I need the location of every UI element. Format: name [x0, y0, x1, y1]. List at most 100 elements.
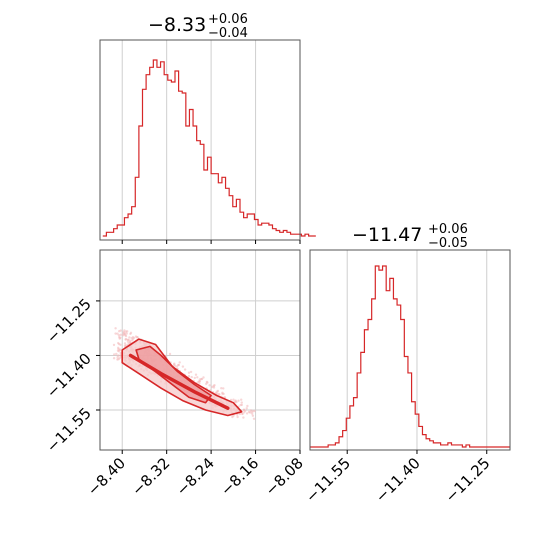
scatter-point: [132, 336, 136, 340]
hist-y-tick-label: −11.25: [442, 454, 494, 506]
scatter-x-tick-label: −8.40: [84, 454, 129, 499]
scatter-point: [134, 335, 138, 338]
scatter-point: [213, 384, 216, 387]
hist-x-gridlines: [121, 40, 301, 240]
density-contours: [121, 338, 243, 417]
scatter-point: [119, 333, 122, 336]
scatter-point: [118, 330, 121, 333]
scatter-point: [124, 333, 127, 337]
scatter-point: [235, 400, 238, 404]
scatter-point: [212, 386, 216, 389]
scatter-point: [129, 331, 133, 334]
scatter-point: [121, 334, 125, 337]
scatter-point: [222, 387, 225, 390]
scatter-x-tick-label: −8.08: [262, 454, 307, 499]
hist-y-gridlines: [346, 250, 488, 450]
scatter-point: [173, 362, 176, 365]
scatter-point: [220, 387, 223, 390]
scatter-point: [114, 327, 117, 330]
scatter-point: [241, 412, 244, 415]
scatter-point: [168, 352, 172, 356]
scatter-point: [248, 411, 252, 414]
scatter-point: [117, 354, 120, 357]
scatter-point: [253, 409, 256, 413]
scatter-y-tick-label: −11.25: [43, 295, 95, 347]
hist-x-title-upper: +0.06: [208, 12, 248, 27]
scatter-point: [128, 339, 132, 342]
contour-core: [128, 353, 230, 410]
hist-x-ticks: [121, 240, 301, 244]
scatter-point: [117, 334, 121, 337]
scatter-point: [236, 415, 239, 419]
scatter-point: [245, 412, 249, 415]
scatter-point: [240, 398, 243, 401]
scatter-point: [114, 332, 117, 335]
scatter-point: [252, 417, 256, 420]
scatter-x-tick-label: −8.24: [173, 454, 218, 499]
scatter-x-tick-label: −8.32: [128, 454, 173, 499]
scatter-point: [177, 363, 180, 367]
scatter-point: [200, 377, 204, 381]
scatter-point: [187, 374, 191, 378]
scatter-point: [115, 352, 118, 356]
scatter-point: [117, 346, 120, 349]
scatter-point: [246, 404, 249, 408]
scatter-point: [178, 361, 181, 364]
scatter-x-tick-label: −8.16: [217, 454, 262, 499]
scatter-point: [215, 390, 219, 393]
scatter-point: [119, 351, 122, 355]
scatter-point: [236, 413, 239, 416]
scatter-point: [194, 373, 198, 376]
scatter-point: [181, 365, 185, 368]
scatter-point: [183, 368, 187, 371]
hist-y-tick-label: −11.40: [372, 454, 424, 506]
scatter-point: [116, 332, 119, 335]
scatter-point: [123, 329, 126, 332]
scatter-point: [189, 370, 193, 374]
scatter-point: [190, 375, 193, 379]
scatter-point: [128, 336, 131, 339]
scatter-point: [126, 340, 130, 343]
scatter-point: [118, 337, 121, 340]
scatter-point: [237, 399, 240, 402]
scatter-point: [173, 364, 177, 367]
scatter-ticks: −8.40 −8.32 −8.24 −8.16 −8.08 −11.25−11.40−11…: [43, 295, 307, 499]
scatter-point: [232, 398, 235, 401]
scatter-point: [208, 384, 211, 387]
scatter-point: [187, 371, 191, 374]
scatter-point: [113, 353, 116, 356]
hist-x-title: −8.33: [148, 14, 206, 36]
scatter-point: [126, 338, 130, 342]
scatter-point: [196, 376, 199, 379]
hist-y-frame: [309, 249, 511, 451]
hist-x-step-line: [102, 59, 316, 237]
scatter-point: [130, 336, 133, 340]
scatter-point: [242, 408, 246, 412]
scatter-point: [131, 339, 134, 342]
scatter-point: [193, 376, 196, 380]
scatter-point: [205, 380, 209, 384]
scatter-point: [119, 343, 122, 346]
scatter-point: [202, 376, 205, 379]
scatter-point: [116, 358, 119, 361]
scatter-point: [222, 392, 225, 396]
scatter-point: [175, 365, 179, 368]
hist-y-title: −11.47: [352, 224, 422, 246]
scatter-point: [112, 343, 116, 347]
scatter-point: [198, 378, 201, 381]
scatter-point: [242, 416, 245, 419]
hist-y-title-upper: +0.06: [428, 222, 468, 237]
scatter-point: [238, 412, 242, 416]
scatter-point: [229, 398, 233, 402]
panel-hist-y: −11.55 −11.40 −11.25 −11.47 +0.06 −0.05: [302, 222, 511, 506]
panel-2d: −8.40 −8.32 −8.24 −8.16 −8.08 −11.25−11.40−11…: [43, 249, 307, 499]
scatter-point: [197, 380, 200, 384]
scatter-point: [123, 342, 127, 345]
scatter-point: [250, 412, 254, 415]
scatter-point: [251, 414, 255, 417]
hist-x-title-lower: −0.04: [208, 26, 248, 41]
scatter-point: [240, 403, 243, 407]
hist-y-step-line: [310, 265, 510, 448]
scatter-point: [124, 338, 127, 341]
